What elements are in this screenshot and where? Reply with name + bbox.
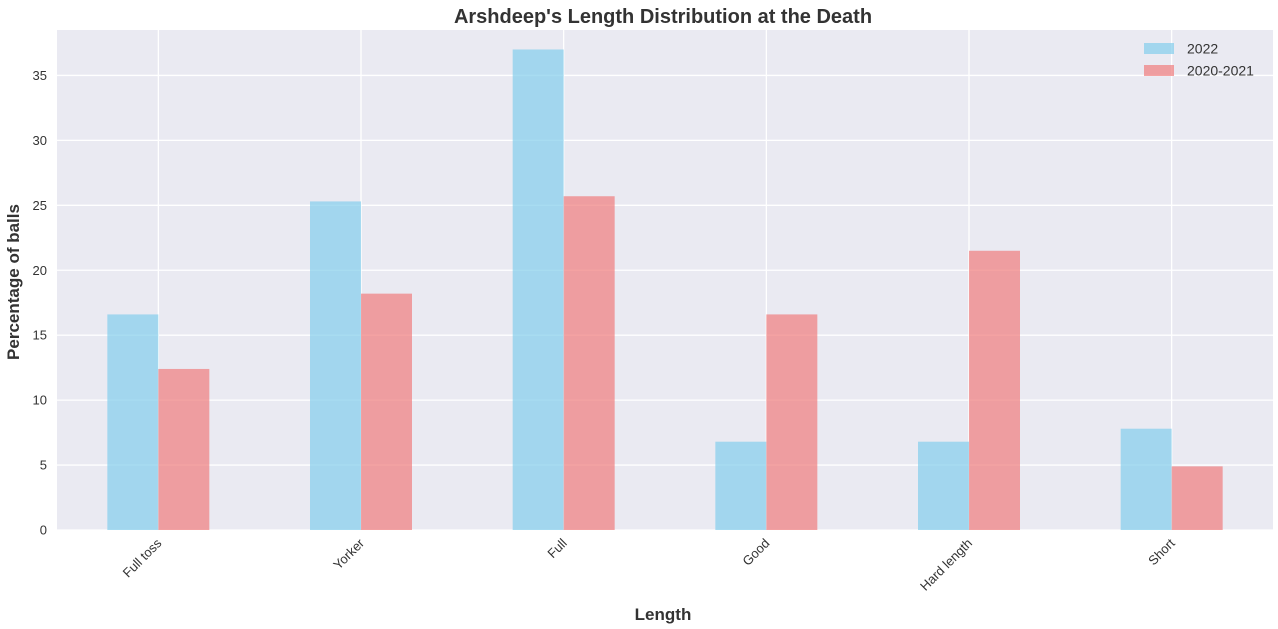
bar-2020-2021-hard-length — [969, 250, 1020, 530]
y-tick-label: 10 — [33, 393, 47, 408]
y-tick-label: 20 — [33, 263, 47, 278]
bar-2020-2021-yorker — [361, 293, 412, 530]
bar-2020-2021-short — [1171, 466, 1223, 530]
bar-2022-short — [1120, 428, 1172, 530]
bar-2022-full — [512, 49, 564, 530]
x-tick-label: Good — [739, 536, 772, 569]
legend-swatch — [1144, 65, 1174, 76]
y-axis-ticks: 0 5 10 15 20 25 30 35 — [33, 68, 47, 538]
plot-area — [57, 30, 1273, 530]
bar-2022-full-toss — [107, 314, 159, 530]
x-axis-label: Length — [635, 605, 692, 624]
bar-2022-yorker — [310, 201, 361, 530]
y-axis-label: Percentage of balls — [4, 204, 23, 360]
bar-2020-2021-good — [766, 314, 818, 530]
y-tick-label: 35 — [33, 68, 47, 83]
y-tick-label: 5 — [40, 458, 47, 473]
y-tick-label: 30 — [33, 133, 47, 148]
bar-2020-2021-full-toss — [158, 368, 210, 530]
x-tick-label: Hard length — [917, 536, 975, 594]
chart-title: Arshdeep's Length Distribution at the De… — [454, 6, 872, 28]
x-axis-ticks: Full toss Yorker Full Good Hard length Short — [120, 535, 1178, 594]
x-tick-label: Short — [1145, 535, 1178, 568]
y-tick-label: 15 — [33, 328, 47, 343]
legend: 2022 2020-2021 — [1144, 41, 1254, 79]
legend-label: 2022 — [1187, 41, 1218, 57]
bar-2022-good — [715, 441, 767, 530]
legend-label: 2020-2021 — [1187, 63, 1254, 79]
x-tick-label: Full — [544, 535, 569, 560]
legend-swatch — [1144, 43, 1174, 54]
x-tick-label: Yorker — [330, 535, 367, 572]
bar-2020-2021-full — [563, 196, 615, 530]
bars — [107, 49, 1223, 530]
x-tick-label: Full toss — [120, 535, 165, 580]
y-tick-label: 25 — [33, 198, 47, 213]
y-tick-label: 0 — [40, 523, 47, 538]
bar-2022-hard-length — [918, 441, 969, 530]
